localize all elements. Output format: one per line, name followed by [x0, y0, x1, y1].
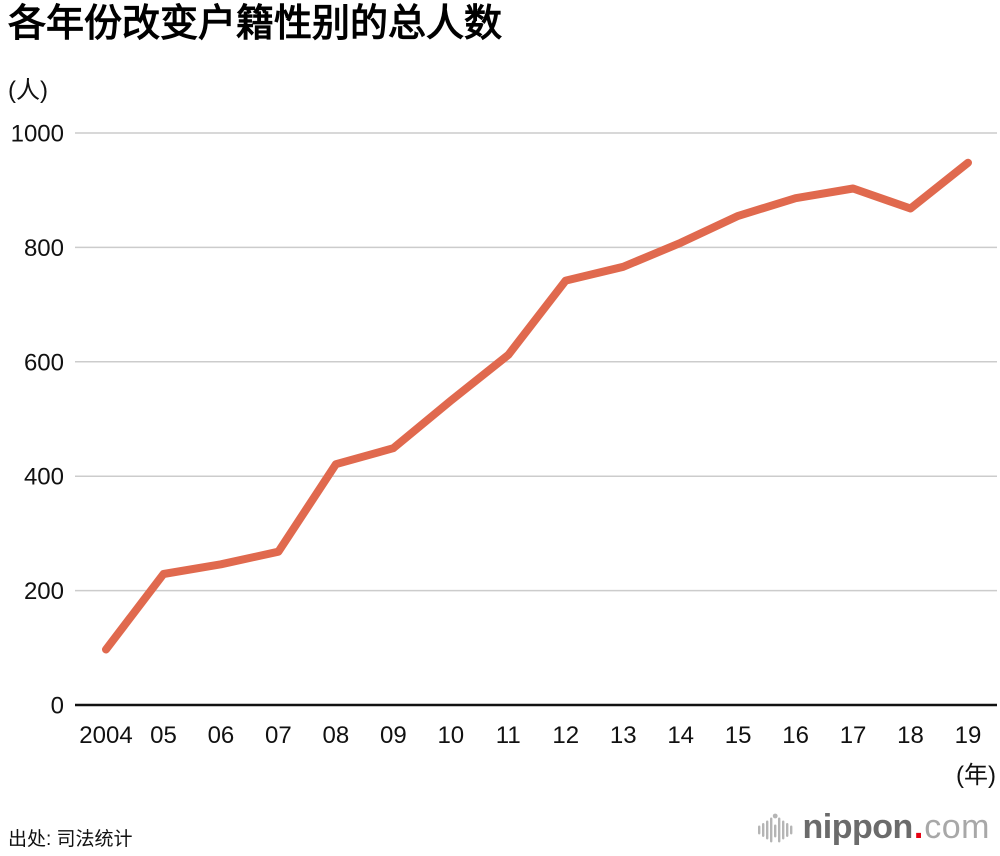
data-line	[102, 158, 972, 654]
soundwave-bar	[757, 825, 760, 835]
x-tick-label: 2004	[79, 722, 132, 749]
logo-name-text: nippon	[802, 808, 914, 846]
x-tick-label: 13	[610, 722, 637, 749]
x-tick-label: 12	[552, 722, 579, 749]
x-axis-unit-label: (年)	[956, 762, 996, 789]
soundwave-bar	[789, 825, 792, 835]
x-tick-label: 15	[725, 722, 752, 749]
y-tick-label: 200	[24, 578, 64, 605]
y-tick-label: 600	[24, 349, 64, 376]
y-axis-unit-label: (人)	[8, 77, 48, 104]
x-tick-label: 16	[782, 722, 809, 749]
logo-dot: .	[913, 808, 924, 846]
x-tick-label: 05	[150, 722, 177, 749]
x-tick-label: 14	[667, 722, 694, 749]
y-tick-label: 400	[24, 464, 64, 491]
x-tick-label: 09	[380, 722, 407, 749]
soundwave-bar	[765, 820, 768, 840]
soundwave-bar	[785, 823, 788, 837]
x-tick-label: 06	[208, 722, 235, 749]
x-tick-label: 18	[897, 722, 924, 749]
soundwave-bar	[773, 824, 776, 838]
chart-title: 各年份改变户籍性别的总人数	[8, 3, 503, 45]
soundwave-bar	[769, 817, 772, 843]
x-tick-label: 07	[265, 722, 292, 749]
x-tick-label: 17	[840, 722, 867, 749]
logo-tld-text: com	[924, 808, 990, 846]
soundwave-bar	[777, 817, 780, 843]
x-tick-label: 08	[323, 722, 350, 749]
source-note: 出处: 司法统计	[8, 829, 133, 850]
y-tick-label: 0	[51, 693, 64, 720]
x-tick-label: 11	[496, 722, 521, 749]
x-tick-label: 19	[955, 722, 982, 749]
y-tick-label: 1000	[11, 121, 64, 148]
soundwave-dot	[772, 813, 778, 819]
soundwave-bars-icon	[757, 813, 792, 843]
x-tick-label: 10	[437, 722, 464, 749]
soundwave-bar	[761, 823, 764, 837]
nippon-com-logo: nippon. com	[756, 809, 990, 845]
y-tick-label: 800	[24, 235, 64, 262]
soundwave-bar	[781, 820, 784, 840]
